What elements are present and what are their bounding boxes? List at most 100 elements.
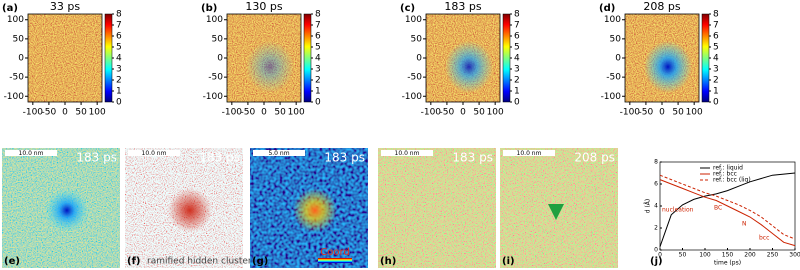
- y-tick-label: -50: [9, 73, 24, 83]
- annotation: nucleation: [662, 207, 694, 214]
- x-tick-label: 0: [460, 108, 466, 118]
- x-tick-label: 50: [473, 108, 485, 118]
- series-line: [659, 172, 796, 247]
- colorbar-tick-label: 3: [514, 65, 520, 75]
- panel-title: 33 ps: [50, 0, 80, 13]
- x-tick-label: -50: [440, 108, 455, 118]
- scale-bar: [5, 150, 57, 156]
- y-tick-label: -100: [601, 92, 622, 102]
- y-tick-label: -100: [4, 92, 25, 102]
- colorbar-tick-label: 6: [713, 32, 719, 42]
- x-tick-label: -100: [421, 108, 442, 118]
- x-tick-label: 50: [274, 108, 286, 118]
- cluster: [167, 188, 212, 233]
- panel-label: (b): [201, 3, 217, 14]
- x-tick-label: -100: [222, 108, 243, 118]
- snapshot-title: 208 ps: [574, 151, 615, 165]
- y-tick-label: -50: [208, 73, 223, 83]
- y-tick-label: 100: [206, 15, 223, 25]
- x-tick-label: 100: [288, 108, 305, 118]
- panel-label: (c): [400, 3, 415, 14]
- panel-label: (h): [380, 256, 396, 267]
- x-tick-label: 100: [686, 108, 703, 118]
- panel-title: 130 ps: [245, 0, 282, 13]
- y-tick-label: 0: [18, 54, 24, 64]
- x-axis-label: time (ps): [714, 260, 741, 267]
- series-line: [659, 174, 796, 240]
- colorbar-tick-label: 5: [514, 43, 520, 53]
- cluster: [444, 40, 493, 93]
- colorbar-tick-label: 7: [315, 21, 321, 31]
- colorbar-tick-label: 4: [514, 54, 520, 64]
- panel-label: (g): [252, 256, 268, 267]
- colorbar: [701, 13, 710, 103]
- panel-label: (a): [2, 3, 18, 14]
- panel-title: 183 ps: [444, 0, 481, 13]
- x-tick-label: 250: [767, 252, 779, 259]
- colorbar-tick-label: 6: [116, 32, 122, 42]
- y-tick-label: 100: [604, 15, 621, 25]
- y-tick-label: 0: [654, 247, 658, 254]
- colorbar-tick-label: 6: [315, 32, 321, 42]
- colorbar-tick-label: 5: [315, 43, 321, 53]
- scale-label: 10.0 nm: [142, 150, 167, 157]
- scale-bar: [381, 150, 433, 156]
- colorbar-tick-label: 0: [116, 98, 122, 108]
- colorbar-tick-label: 3: [116, 65, 122, 75]
- cluster: [292, 188, 337, 233]
- panel-label: (f): [127, 256, 141, 267]
- colorbar-tick-label: 2: [713, 76, 719, 86]
- colorbar-tick-label: 4: [713, 54, 719, 64]
- colorbar-tick-label: 4: [116, 54, 122, 64]
- x-tick-label: 50: [75, 108, 87, 118]
- panel-label: (j): [650, 256, 663, 267]
- scale-label: 10.0 nm: [395, 150, 420, 157]
- colorbar-tick-label: 2: [315, 76, 321, 86]
- colorbar-tick-label: 6: [514, 32, 520, 42]
- cluster: [245, 40, 294, 93]
- y-tick-label: -50: [407, 73, 422, 83]
- colorbar: [318, 258, 352, 263]
- y-tick-label: 100: [405, 15, 422, 25]
- scale-label: 5.0 nm: [268, 150, 289, 157]
- colorbar-tick-label: 2: [116, 76, 122, 86]
- y-tick-label: 2: [654, 225, 658, 232]
- x-tick-label: 0: [658, 252, 662, 259]
- annotation: bcc: [759, 235, 769, 242]
- x-tick-label: 50: [679, 252, 687, 259]
- colorbar: [104, 13, 113, 103]
- snapshot-title: 183 ps: [324, 151, 365, 165]
- x-tick-label: -50: [639, 108, 654, 118]
- snapshot-title: 183 ps: [76, 151, 117, 165]
- y-tick-label: 50: [610, 34, 622, 44]
- series-line: [659, 179, 796, 247]
- colorbar-tick-label: 1: [315, 87, 321, 97]
- cluster: [44, 188, 89, 233]
- colorbar-tick-label: 8: [713, 10, 719, 20]
- y-tick-label: 50: [212, 34, 224, 44]
- y-axis-label: d (Å): [645, 199, 652, 214]
- colorbar-tick-label: 7: [116, 21, 122, 31]
- annotation: N: [742, 221, 747, 228]
- colorbar: [303, 13, 312, 103]
- caption: Coord: [320, 247, 350, 258]
- colorbar-tick-label: 2: [514, 76, 520, 86]
- x-tick-label: 300: [789, 252, 800, 259]
- colorbar-tick-label: 7: [514, 21, 520, 31]
- y-tick-label: 0: [217, 54, 223, 64]
- scale-bar: [128, 150, 180, 156]
- colorbar-tick-label: 0: [315, 98, 321, 108]
- colorbar-tick-label: 0: [514, 98, 520, 108]
- colorbar-tick-label: 0: [713, 98, 719, 108]
- x-tick-label: 0: [659, 108, 665, 118]
- x-tick-label: 0: [261, 108, 267, 118]
- panel-label: (d): [599, 3, 615, 14]
- x-tick-label: 50: [672, 108, 684, 118]
- x-tick-label: 100: [487, 108, 504, 118]
- scale-bar: [503, 150, 555, 156]
- x-tick-label: -50: [241, 108, 256, 118]
- x-tick-label: 0: [62, 108, 68, 118]
- y-tick-label: 50: [411, 34, 423, 44]
- cluster: [548, 204, 564, 220]
